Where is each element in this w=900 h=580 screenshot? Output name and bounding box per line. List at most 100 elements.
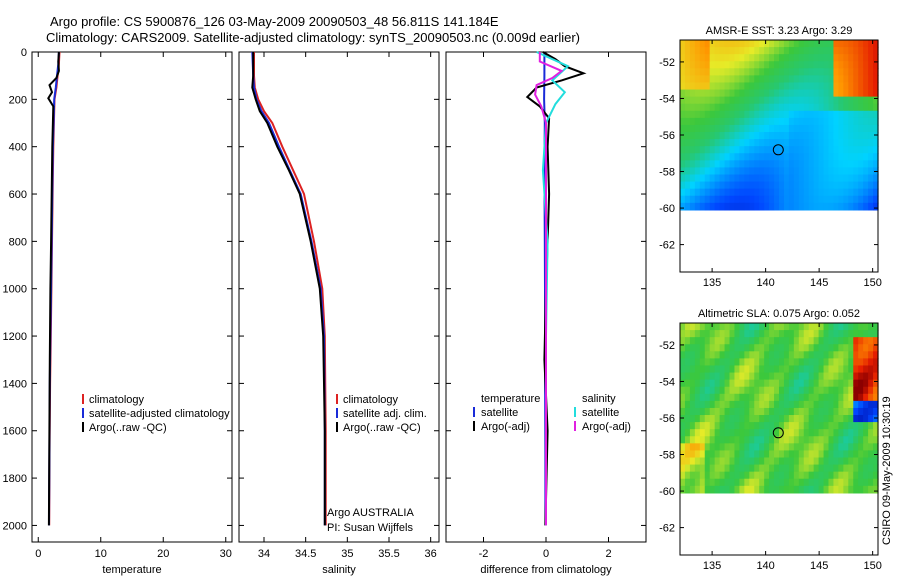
heatmap-cell: [843, 40, 849, 48]
heatmap-cell: [734, 153, 740, 161]
heatmap-cell: [838, 181, 844, 190]
heatmap-cell: [853, 471, 859, 480]
heatmap-cell: [818, 358, 825, 367]
heatmap-cell: [744, 82, 750, 91]
heatmap-cell: [843, 358, 849, 367]
heatmap-cell: [714, 153, 721, 161]
heatmap-cell: [863, 365, 869, 374]
heatmap-cell: [813, 471, 820, 480]
heatmap-cell: [739, 117, 745, 126]
series-line-salinity-satellite: [536, 51, 570, 526]
heatmap-cell: [724, 167, 731, 176]
heatmap-cell: [828, 132, 835, 140]
heatmap-cell: [749, 110, 755, 119]
heatmap-cell: [769, 96, 775, 105]
heatmap-cell: [749, 358, 755, 367]
heatmap-cell: [754, 82, 760, 91]
heatmap-cell: [828, 195, 835, 204]
heatmap-cell: [734, 400, 740, 409]
heatmap-cell: [749, 450, 755, 459]
heatmap-cell: [813, 202, 820, 211]
heatmap-cell: [719, 478, 726, 487]
heatmap-cell: [863, 146, 869, 154]
heatmap-cell: [714, 436, 721, 444]
heatmap-cell: [793, 400, 800, 409]
heatmap-cell: [868, 96, 874, 105]
heatmap-cell: [680, 54, 686, 62]
heatmap-cell: [853, 167, 859, 176]
heatmap-cell: [838, 202, 844, 211]
heatmap-cell: [759, 139, 765, 147]
plot-frame: [238, 51, 440, 543]
heatmap-cell: [838, 429, 844, 437]
heatmap-cell: [779, 415, 785, 423]
heatmap-cell: [823, 478, 830, 487]
heatmap-cell: [739, 485, 745, 494]
heatmap-cell: [779, 181, 785, 190]
heatmap-cell: [749, 146, 755, 154]
heatmap-cell: [684, 68, 691, 76]
heatmap-cell: [853, 89, 859, 98]
heatmap-cell: [803, 478, 810, 487]
heatmap-cell: [853, 146, 859, 154]
heatmap-cell: [719, 40, 726, 48]
heatmap-cell: [843, 89, 849, 98]
heatmap-cell: [694, 450, 701, 459]
heatmap-cell: [704, 153, 711, 161]
heatmap-cell: [769, 124, 775, 133]
heatmap-cell: [754, 478, 760, 487]
heatmap-cell: [868, 379, 874, 388]
heatmap-cell: [779, 82, 785, 91]
heatmap-cell: [694, 146, 701, 154]
heatmap-cell: [818, 365, 825, 374]
heatmap-cell: [779, 61, 785, 69]
heatmap-cell: [788, 82, 795, 91]
heatmap-cell: [694, 372, 701, 381]
heatmap-cell: [734, 146, 740, 154]
heatmap-cell: [873, 422, 879, 430]
heatmap-cell: [704, 195, 711, 204]
heatmap-cell: [868, 485, 874, 494]
heatmap-cell: [709, 188, 716, 197]
heatmap-cell: [833, 400, 839, 409]
heatmap-cell: [818, 464, 825, 473]
heatmap-cell: [724, 337, 731, 345]
heatmap-cell: [769, 478, 775, 487]
heatmap-cell: [833, 153, 839, 161]
heatmap-cell: [749, 124, 755, 133]
heatmap-cell: [868, 365, 874, 374]
heatmap-cell: [689, 188, 696, 197]
heatmap-cell: [783, 457, 790, 466]
heatmap-cell: [739, 422, 745, 430]
heatmap-cell: [793, 344, 800, 352]
heatmap-cell: [684, 110, 691, 119]
heatmap-cell: [684, 393, 691, 402]
heatmap-cell: [783, 195, 790, 204]
heatmap-cell: [798, 89, 805, 98]
series-line-temperature-argo-adj-: [525, 51, 587, 526]
heatmap-cell: [744, 188, 750, 197]
heatmap-cell: [714, 478, 721, 487]
heatmap-cell: [680, 47, 686, 55]
heatmap-cell: [729, 443, 736, 452]
heatmap-cell: [729, 471, 736, 480]
heatmap-cell: [788, 400, 795, 409]
heatmap-cell: [863, 351, 869, 359]
heatmap-cell: [838, 443, 844, 452]
heatmap-cell: [848, 478, 854, 487]
heatmap-cell: [694, 117, 701, 126]
heatmap-cell: [863, 415, 869, 423]
heatmap-cell: [744, 68, 750, 76]
heatmap-cell: [848, 181, 854, 190]
heatmap-cell: [783, 372, 790, 381]
y-tick-label: -62: [659, 240, 675, 252]
heatmap-cell: [798, 386, 805, 395]
heatmap-cell: [759, 365, 765, 374]
heatmap-cell: [783, 110, 790, 119]
heatmap-cell: [848, 330, 854, 338]
heatmap-cell: [843, 160, 849, 169]
heatmap-cell: [848, 379, 854, 388]
heatmap-cell: [808, 337, 815, 345]
heatmap-cell: [754, 344, 760, 352]
heatmap-cell: [818, 132, 825, 140]
